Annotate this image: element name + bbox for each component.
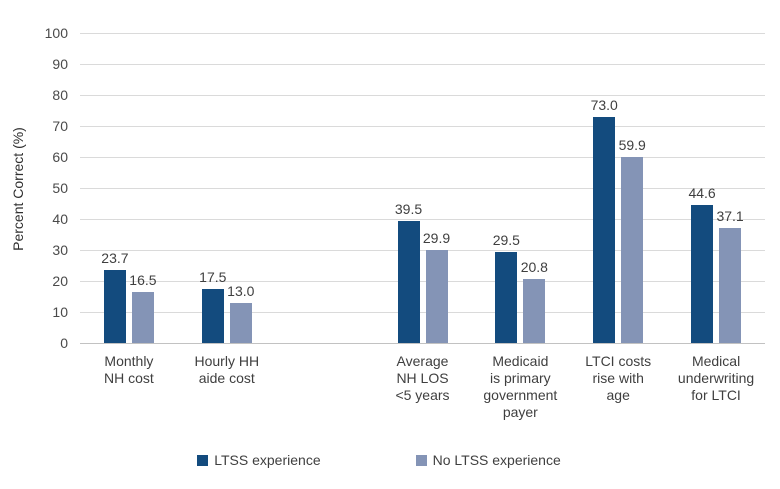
- gridline: [80, 281, 765, 282]
- gridline: [80, 188, 765, 189]
- category-label-4: Medicaid is primary government payer: [483, 353, 558, 420]
- gridline: [80, 126, 765, 127]
- bar-no-ltss-experience-6: [719, 227, 742, 343]
- y-tick-label: 50: [52, 180, 68, 196]
- value-label-no-ltss-experience-6: 37.1: [716, 207, 744, 224]
- category-label-3: Average NH LOS <5 years: [395, 353, 450, 403]
- category-label-5: LTCI costs rise with age: [585, 353, 652, 403]
- gridline: [80, 33, 765, 34]
- y-tick-label: 0: [60, 335, 68, 351]
- gridline: [80, 157, 765, 158]
- bar-no-ltss-experience-1: [131, 291, 154, 343]
- bar-no-ltss-experience-4: [523, 278, 546, 343]
- bar-ltss-experience-6: [691, 204, 714, 343]
- value-label-ltss-experience-3: 39.5: [394, 200, 423, 217]
- y-tick-label: 30: [52, 242, 68, 258]
- gridline: [80, 64, 765, 65]
- legend-item-no-ltss-experience: No LTSS experience: [415, 452, 561, 468]
- value-label-no-ltss-experience-5: 59.9: [618, 137, 646, 154]
- bar-ltss-experience-4: [495, 251, 518, 343]
- gridline: [80, 219, 765, 220]
- value-label-ltss-experience-6: 44.6: [688, 184, 716, 201]
- category-label-6: Medical underwriting for LTCI: [677, 353, 755, 403]
- value-label-no-ltss-experience-1: 16.5: [129, 271, 157, 288]
- legend-item-ltss-experience: LTSS experience: [197, 452, 321, 468]
- y-tick-label: 80: [52, 87, 68, 103]
- x-axis-line: [80, 343, 765, 344]
- value-label-ltss-experience-4: 29.5: [492, 231, 520, 248]
- legend: LTSS experience No LTSS experience: [0, 452, 780, 468]
- bar-ltss-experience-5: [593, 116, 616, 343]
- value-label-no-ltss-experience-3: 29.9: [422, 230, 451, 247]
- legend-label-ltss-experience: LTSS experience: [214, 452, 321, 468]
- y-tick-label: 60: [52, 149, 68, 165]
- legend-swatch-ltss-experience: [197, 454, 209, 466]
- value-label-ltss-experience-2: 17.5: [199, 268, 227, 285]
- bar-no-ltss-experience-3: [425, 250, 448, 343]
- y-tick-label: 40: [52, 211, 68, 227]
- value-label-ltss-experience-1: 23.7: [101, 249, 129, 266]
- bar-ltss-experience-2: [201, 288, 224, 343]
- y-tick-label: 70: [52, 118, 68, 134]
- category-label-2: Hourly HH aide cost: [194, 353, 260, 386]
- bar-ltss-experience-1: [103, 269, 126, 343]
- legend-label-no-ltss-experience: No LTSS experience: [432, 452, 561, 468]
- category-label-1: Monthly NH cost: [104, 353, 154, 386]
- bar-no-ltss-experience-5: [621, 157, 644, 343]
- bar-ltss-experience-3: [397, 220, 420, 343]
- y-tick-label: 10: [52, 304, 68, 320]
- bar-no-ltss-experience-2: [229, 302, 252, 343]
- value-label-ltss-experience-5: 73.0: [590, 96, 618, 113]
- y-tick-label: 100: [44, 25, 68, 41]
- y-tick-label: 20: [52, 273, 68, 289]
- legend-swatch-no-ltss-experience: [415, 454, 427, 466]
- gridline: [80, 95, 765, 96]
- gridline: [80, 250, 765, 251]
- y-tick-label: 90: [52, 56, 68, 72]
- value-label-no-ltss-experience-2: 13.0: [227, 282, 255, 299]
- value-label-no-ltss-experience-4: 20.8: [520, 258, 548, 275]
- gridline: [80, 312, 765, 313]
